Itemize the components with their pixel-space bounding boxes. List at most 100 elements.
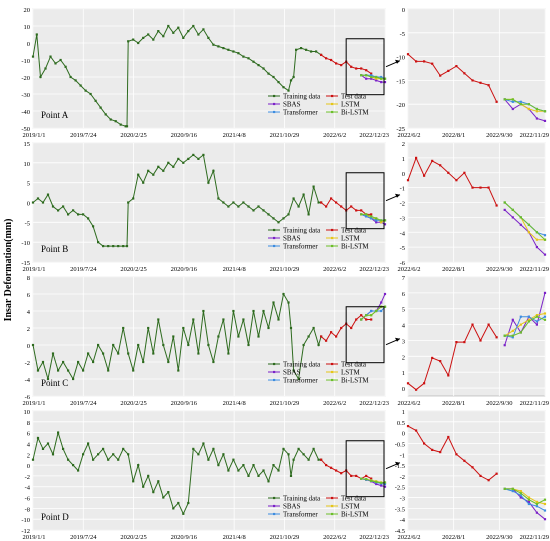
main-chart-series-test-point — [340, 205, 343, 208]
legend-marker-lstm — [331, 370, 334, 374]
legend-marker-transformer — [273, 244, 276, 248]
zoom-chart-series-test-point — [463, 72, 466, 75]
zoom-chart-y-tick-label: -3.5 — [395, 506, 405, 513]
legend-marker-training — [273, 94, 276, 98]
main-chart-series-training-point — [142, 181, 145, 184]
zoom-chart-x-tick-label: 2022/8/1 — [442, 266, 465, 273]
main-chart-series-test-point — [350, 326, 353, 330]
main-chart-series-training-point — [127, 40, 130, 43]
main-chart-series-training-point — [147, 326, 150, 330]
main-chart-series-training-point — [82, 453, 85, 456]
main-chart-series-training-point — [212, 169, 215, 172]
main-chart-series-training-point — [36, 369, 40, 372]
main-chart-series-training-point — [197, 33, 200, 36]
main-chart-series-training-point — [132, 369, 135, 372]
main-chart-series-training-point — [72, 209, 75, 212]
zoom-chart-y-tick-label: 3 — [402, 338, 405, 345]
main-chart-series-test-point — [320, 335, 323, 338]
main-chart-series-training-point — [217, 45, 220, 48]
zoom-chart-plot-area — [407, 410, 546, 531]
main-chart-series-training-point — [117, 458, 120, 461]
zoom-chart-y-tick-label: 0 — [402, 386, 405, 393]
zoom-chart-series-test-point — [487, 186, 490, 189]
legend-marker-transformer — [273, 110, 276, 114]
main-chart-series-training-point — [72, 377, 75, 381]
main-chart-series-sbas-point — [380, 484, 383, 487]
main-chart-series-training-point — [277, 318, 280, 321]
main-chart-series-training-point — [112, 245, 115, 248]
main-chart-series-training-point — [122, 447, 125, 450]
zoom-chart-series-sbas-point — [511, 318, 514, 321]
legend-label-sbas: SBAS — [283, 503, 301, 511]
main-chart-series-training-point — [282, 292, 285, 296]
main-chart-series-sbas-point — [383, 81, 387, 84]
main-chart-x-tick-label: 2022/12/23 — [359, 266, 389, 273]
zoom-chart-y-tick-label: 2 — [402, 141, 405, 148]
main-chart-series-transformer-point — [370, 74, 373, 77]
main-chart-series-training-point — [99, 106, 102, 109]
zoom-chart-series-test-point — [479, 474, 482, 477]
legend-label-transformer: Transformer — [283, 243, 318, 251]
legend-label-sbas: SBAS — [283, 369, 301, 377]
main-chart-plot-area — [32, 8, 386, 129]
zoom-chart-series-sbas-point — [535, 323, 538, 326]
zoom-chart-series-sbas-point — [543, 291, 547, 294]
main-chart-series-training-point — [302, 453, 305, 456]
zoom-arrow-head — [395, 193, 400, 198]
main-chart-series-training-point — [302, 343, 305, 347]
zoom-chart-series-test-point — [487, 479, 490, 482]
main-chart-series-test-point — [370, 477, 373, 480]
main-chart-series-training-point — [77, 213, 80, 216]
main-chart-series-training-point — [172, 165, 175, 168]
main-chart-series-training-point — [31, 343, 35, 347]
main-chart-series-training-point — [41, 201, 45, 204]
main-chart-series-test-point — [350, 65, 353, 68]
zoom-chart-x-tick-label: 2022/9/30 — [486, 400, 512, 407]
main-chart-series-training-point — [87, 352, 90, 355]
zoom-chart-series-test-point — [431, 356, 434, 359]
zoom-highlight-box — [345, 172, 385, 230]
zoom-chart-series-transformer-point — [511, 100, 514, 103]
main-chart-series-bilstm-point — [365, 314, 368, 317]
zoom-chart-series-test-point — [487, 84, 490, 87]
main-chart-x-tick-label: 2022/12/23 — [359, 400, 389, 407]
zoom-chart-x-tick-label: 2022/11/29 — [520, 266, 549, 273]
main-chart-series-training-point — [247, 343, 250, 347]
zoom-chart-series-transformer-point — [535, 320, 538, 323]
main-chart-series-transformer-point — [380, 75, 383, 79]
zoom-chart-x-tick-label: 2022/11/29 — [520, 132, 549, 139]
zoom-chart-y-tick-label: -3 — [400, 496, 405, 503]
main-chart-series-training-point — [112, 343, 115, 347]
main-chart-y-tick-label: -10 — [21, 517, 30, 524]
main-chart-series-training-point — [217, 197, 220, 200]
main-chart-series-sbas-point — [380, 81, 383, 84]
main-chart-series-training-point — [87, 442, 90, 445]
legend-marker-bilstm — [331, 110, 334, 114]
zoom-chart-y-tick-label: -2 — [400, 201, 405, 208]
main-chart-series-training-point — [147, 169, 150, 172]
main-chart-series-test-point — [360, 209, 363, 212]
main-chart-y-tick-label: -15 — [21, 260, 30, 267]
zoom-chart-series-transformer-point — [519, 100, 522, 103]
main-chart-series-bilstm-point — [360, 477, 363, 480]
zoom-chart-series-bilstm-line — [504, 98, 546, 112]
zoom-chart-series-test-point — [495, 472, 498, 475]
main-chart-y-tick-label: 10 — [24, 24, 31, 31]
zoom-chart-series-test-point — [463, 341, 466, 344]
main-chart-series-transformer-point — [375, 219, 378, 222]
legend-marker-lstm — [331, 236, 334, 240]
zoom-chart-series-sbas-point — [535, 117, 538, 120]
main-chart-series-training-point — [307, 213, 310, 216]
zoom-chart-series-bilstm-point — [503, 334, 506, 337]
main-chart-y-tick-label: 4 — [27, 309, 31, 316]
main-chart-series-training-point — [237, 469, 240, 472]
main-chart-series-training-point — [132, 197, 135, 200]
main-chart-series-training-point — [44, 67, 47, 70]
main-chart-series-training-point — [89, 92, 92, 96]
zoom-chart-x-tick-label: 2022/9/30 — [486, 266, 512, 273]
main-chart-series-training-point — [112, 453, 115, 456]
zoom-chart-series-transformer-point — [519, 315, 522, 318]
main-chart-x-tick-label: 2020/9/16 — [171, 400, 198, 407]
zoom-chart-series-transformer-line — [504, 316, 546, 338]
zoom-chart-x-tick-label: 2022/8/1 — [442, 400, 465, 407]
